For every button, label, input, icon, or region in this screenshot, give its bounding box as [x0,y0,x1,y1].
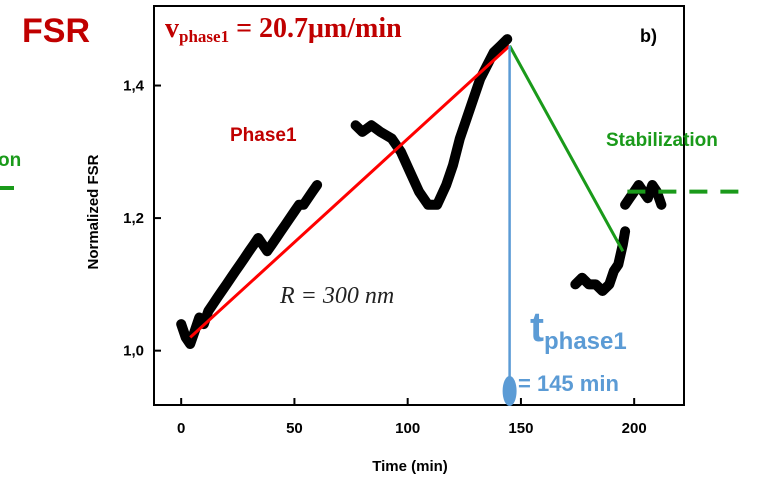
left-cut-label: on [0,150,21,171]
y-tick-label: 1,2 [123,210,144,227]
data-point [203,306,213,316]
phase1-fit-line [189,44,511,339]
data-point [652,187,662,197]
data-point [185,339,195,349]
fit-lines [189,44,748,339]
data-point [613,260,623,269]
data-point [208,299,218,309]
data-point [194,313,204,322]
y-tick-label: 1,4 [123,78,145,95]
data-point [376,127,385,137]
x-tick-label: 200 [622,420,647,437]
panel-label: b) [640,26,657,46]
data-point [289,207,299,216]
data-point [634,180,644,190]
header-label: FSR [22,12,90,50]
data-point [620,226,630,236]
y-axis-label: Normalized FSR [85,154,102,269]
phase-marker-dot [502,376,517,406]
phase1-label: Phase1 [230,125,297,146]
data-point [591,279,601,289]
data-point [222,279,231,289]
data-series [176,34,667,349]
t-symbol: t [530,303,544,350]
data-point [267,240,277,250]
data-point [312,180,322,190]
phase-marker-group [502,45,517,406]
data-point [280,220,290,230]
velocity-value: = 20.7μm/min [229,13,402,44]
data-point [656,200,666,210]
radius-annotation: R = 300 nm [279,283,394,309]
data-point [405,167,415,177]
t-subscript: phase1 [544,328,627,355]
data-point [258,240,268,250]
data-point [432,200,442,210]
data-point [253,233,263,243]
x-tick-label: 0 [177,420,185,437]
stabilization-label: Stabilization [606,130,718,151]
data-point [462,114,472,124]
data-point [231,266,240,276]
data-point [496,41,505,51]
data-point [351,120,361,130]
data-point [276,226,286,236]
data-point [598,286,607,296]
data-point [625,193,635,203]
data-point [235,260,245,269]
data-point [647,180,657,190]
data-series-line [570,226,631,296]
data-point [643,193,653,203]
plot-frame [153,5,685,406]
data-point [240,253,250,263]
axis-ticks: 0 50 100 150 200 1,0 1,2 1,4 [123,78,647,437]
data-point [604,279,614,289]
data-point [176,319,186,329]
data-point [468,94,478,104]
data-point [357,127,367,137]
velocity-annotation: vphase1 = 20.7μm/min [165,13,402,46]
data-point [423,200,433,210]
data-point [285,213,295,223]
velocity-subscript: phase1 [179,27,229,46]
data-point [396,147,406,157]
data-point [584,279,594,289]
data-point [577,273,587,283]
data-point [249,240,259,250]
data-point [217,286,227,296]
data-point [620,200,630,210]
data-point [609,266,619,276]
data-point [366,120,376,130]
t-phase-value: = 145 min [518,371,619,396]
x-tick-label: 100 [395,420,420,437]
velocity-symbol: v [165,13,179,44]
data-point [308,187,317,197]
data-point [181,332,191,342]
data-point [441,180,451,190]
x-tick-label: 50 [286,420,303,437]
data-point [387,134,397,144]
x-tick-label: 150 [508,420,533,437]
data-point [489,47,499,57]
y-tick-label: 1,0 [123,343,144,360]
data-point [448,160,458,170]
data-point [212,293,222,303]
data-point [262,246,272,256]
data-point [299,200,308,210]
data-point [455,134,465,144]
decay-fit-line [508,45,625,252]
data-point [226,273,236,283]
data-point [414,187,424,197]
data-point [244,246,254,256]
data-point [303,193,313,203]
data-point [271,233,281,243]
data-point [502,34,512,44]
t-phase-annotation: tphase1 [530,303,627,355]
x-axis-label: Time (min) [372,458,448,475]
data-point [570,279,580,289]
